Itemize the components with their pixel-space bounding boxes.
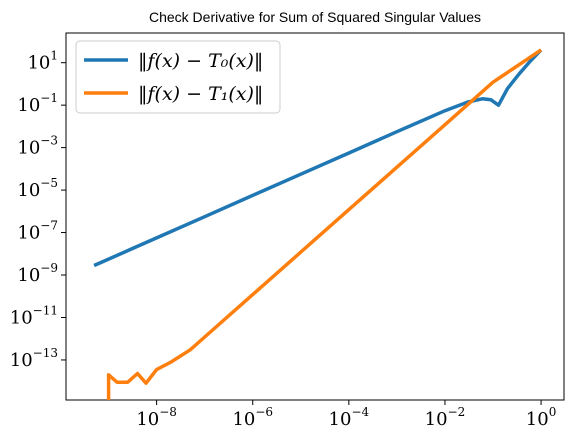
x-tick-label: 10−2: [425, 405, 466, 430]
y-tick-label: 10−5: [17, 176, 58, 201]
chart-title: Check Derivative for Sum of Squared Sing…: [149, 9, 481, 25]
legend-label-1: ‖f(x) − T₁(x)‖: [138, 83, 263, 105]
y-tick-label: 10−3: [17, 134, 58, 159]
y-tick-label: 10−11: [10, 303, 58, 328]
legend-label-0: ‖f(x) − T₀(x)‖: [138, 50, 263, 72]
y-tick-label: 10−9: [17, 261, 58, 286]
y-tick-label: 101: [27, 49, 58, 74]
y-tick-label: 10−1: [17, 91, 58, 116]
x-tick-label: 10−8: [136, 405, 177, 430]
x-tick-label: 10−6: [232, 405, 273, 430]
x-tick-label: 100: [526, 405, 557, 430]
x-tick-label: 10−4: [329, 405, 370, 430]
y-tick-label: 10−13: [10, 346, 58, 371]
legend: ‖f(x) − T₀(x)‖ ‖f(x) − T₁(x)‖: [76, 41, 280, 113]
y-axis: 101 10−1 10−3 10−5 10−7 10−9 10−11 10−13: [10, 49, 66, 371]
y-tick-label: 10−7: [17, 219, 58, 244]
x-axis: 10−8 10−6 10−4 10−2 100: [136, 400, 556, 430]
